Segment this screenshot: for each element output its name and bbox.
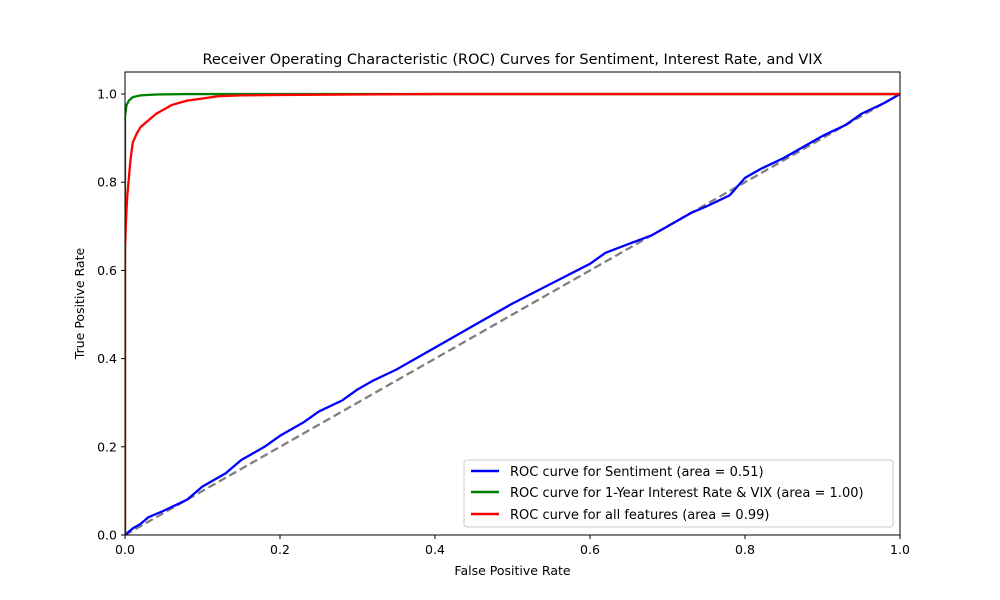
y-axis-label: True Positive Rate	[72, 248, 87, 361]
y-axis-ticks: 0.0 0.2 0.4 0.6 0.8 1.0	[97, 87, 125, 543]
x-tick-label: 0.4	[425, 542, 445, 557]
y-tick-label: 0.4	[97, 351, 117, 366]
x-tick-label: 0.6	[580, 542, 600, 557]
legend-label-sentiment: ROC curve for Sentiment (area = 0.51)	[510, 465, 764, 480]
chance-diagonal-line	[125, 93, 900, 535]
y-tick-label: 0.6	[97, 263, 117, 278]
x-tick-label: 0.8	[735, 542, 755, 557]
x-axis-label: False Positive Rate	[454, 563, 570, 578]
legend-label-interest-vix: ROC curve for 1-Year Interest Rate & VIX…	[510, 486, 864, 501]
legend: ROC curve for Sentiment (area = 0.51) RO…	[463, 459, 894, 528]
legend-label-all-features: ROC curve for all features (area = 0.99)	[510, 508, 769, 523]
roc-line-all-features	[125, 92, 900, 535]
roc-line-sentiment	[125, 93, 900, 535]
chart-title: Receiver Operating Characteristic (ROC) …	[202, 52, 822, 68]
series-layer	[125, 92, 900, 535]
x-tick-label: 0.2	[270, 542, 290, 557]
y-tick-label: 1.0	[97, 87, 117, 102]
y-tick-label: 0.2	[97, 439, 117, 454]
legend-box	[463, 459, 894, 528]
y-tick-label: 0.0	[97, 528, 117, 543]
y-tick-label: 0.8	[97, 175, 117, 190]
x-tick-label: 1.0	[890, 542, 910, 557]
x-tick-label: 0.0	[115, 542, 135, 557]
plot-frame	[124, 71, 901, 536]
x-axis-ticks: 0.0 0.2 0.4 0.6 0.8 1.0	[115, 535, 910, 557]
